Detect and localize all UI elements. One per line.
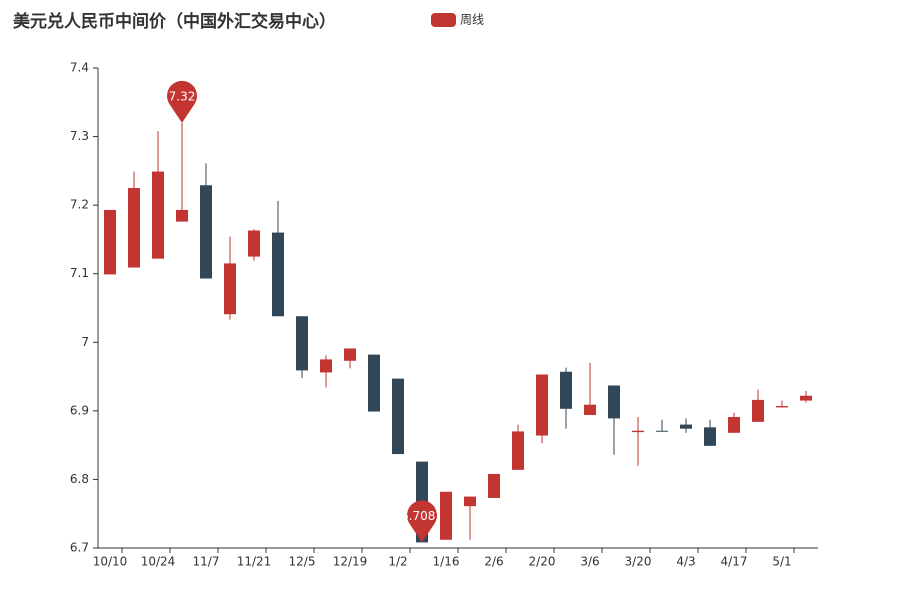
- candle-body: [728, 417, 740, 433]
- x-tick-label: 4/17: [721, 555, 748, 569]
- y-tick-label: 7.2: [70, 198, 89, 212]
- x-tick-label: 2/20: [529, 555, 556, 569]
- candle-body: [224, 263, 236, 315]
- candle-body: [632, 430, 644, 433]
- candle-body: [800, 395, 812, 401]
- candle-body: [464, 496, 476, 507]
- x-tick-label: 3/6: [580, 555, 599, 569]
- candle-body: [344, 348, 356, 361]
- x-tick-label: 3/20: [625, 555, 652, 569]
- mark-pin-label: 6.7082: [401, 509, 443, 523]
- candle-body: [248, 230, 260, 257]
- candle-body: [104, 209, 116, 275]
- chart-title: 美元兑人民币中间价（中国外汇交易中心）: [13, 11, 336, 32]
- candle-body: [608, 385, 620, 419]
- candle-body: [392, 378, 404, 455]
- candle-body: [368, 354, 380, 412]
- candle-body: [584, 404, 596, 415]
- candle-body: [320, 359, 332, 373]
- x-tick-label: 12/5: [289, 555, 316, 569]
- legend-swatch[interactable]: [431, 13, 456, 27]
- candle-body: [752, 399, 764, 422]
- x-tick-label: 5/1: [772, 555, 791, 569]
- x-tick-label: 2/6: [484, 555, 503, 569]
- x-tick-label: 10/24: [141, 555, 176, 569]
- y-tick-label: 7: [81, 335, 89, 349]
- y-tick-label: 7.3: [70, 129, 89, 143]
- candle-body: [704, 427, 716, 446]
- candle-body: [680, 424, 692, 429]
- x-tick-label: 4/3: [676, 555, 695, 569]
- candle-body: [536, 374, 548, 436]
- y-tick-label: 6.9: [70, 403, 89, 417]
- mark-pin: [167, 80, 198, 123]
- legend-label[interactable]: 周线: [460, 13, 484, 27]
- x-tick-label: 1/2: [388, 555, 407, 569]
- candle-body: [440, 491, 452, 540]
- y-tick-label: 7.1: [70, 266, 89, 280]
- candle-body: [272, 232, 284, 317]
- y-tick-label: 6.7: [70, 541, 89, 555]
- candle-body: [656, 430, 668, 432]
- x-tick-label: 12/19: [333, 555, 368, 569]
- candle-body: [176, 209, 188, 222]
- x-tick-label: 11/21: [237, 555, 272, 569]
- candle-body: [776, 406, 788, 408]
- mark-pin: [407, 500, 438, 543]
- candle-body: [512, 431, 524, 470]
- x-tick-label: 11/7: [193, 555, 220, 569]
- candle-body: [200, 185, 212, 279]
- y-tick-label: 7.4: [70, 61, 89, 75]
- candle-body: [152, 171, 164, 259]
- x-tick-label: 10/10: [93, 555, 128, 569]
- candle-body: [128, 188, 140, 268]
- y-tick-label: 6.8: [70, 472, 89, 486]
- x-tick-label: 1/16: [433, 555, 460, 569]
- candle-body: [296, 316, 308, 371]
- candle-body: [560, 371, 572, 409]
- candle-body: [488, 473, 500, 498]
- mark-pin-label: 7.32: [169, 89, 196, 103]
